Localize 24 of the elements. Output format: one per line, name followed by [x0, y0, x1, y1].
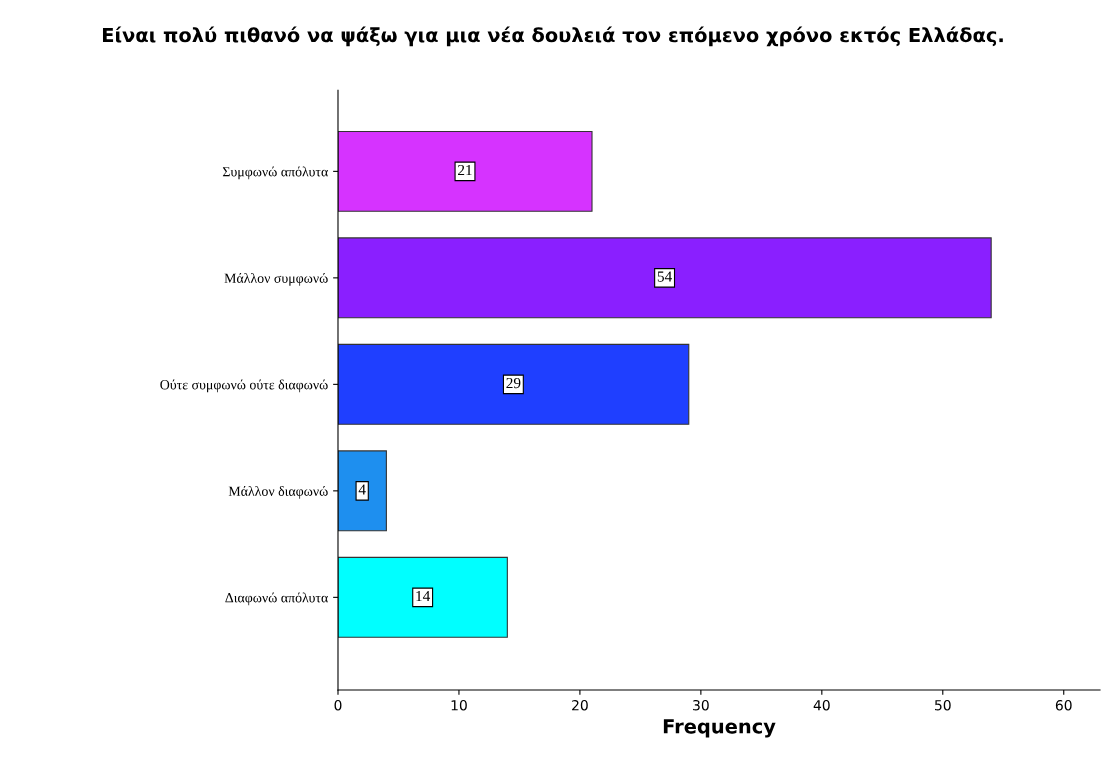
- x-tick-label: 40: [813, 699, 830, 711]
- data-label: 4: [358, 484, 366, 495]
- data-label: 21: [458, 164, 472, 176]
- y-tick-label: Μάλλον συμφωνώ: [224, 272, 328, 286]
- y-tick-label: Διαφωνώ απόλυτα: [225, 592, 328, 606]
- data-label: 29: [506, 377, 521, 389]
- y-tick-label: Συμφωνώ απόλυτα: [222, 166, 328, 180]
- data-label: 14: [416, 590, 431, 602]
- x-tick-label: 10: [451, 699, 467, 711]
- y-tick-label: Μάλλον διαφωνώ: [228, 485, 328, 499]
- x-tick-label: 60: [1055, 699, 1072, 711]
- y-tick-label: Ούτε συμφωνώ ούτε διαφωνώ: [160, 379, 328, 393]
- bar: [337, 556, 508, 638]
- bar: [337, 237, 992, 319]
- x-axis-title: Frequency: [663, 719, 776, 738]
- bar: [337, 450, 387, 532]
- x-tick-label: 30: [693, 699, 709, 711]
- bar: [337, 343, 690, 425]
- x-tick-label: 50: [935, 699, 951, 711]
- bar: [337, 130, 593, 212]
- x-tick-label: 20: [572, 699, 588, 711]
- data-label: 54: [657, 271, 672, 282]
- x-tick-label: 0: [334, 699, 342, 711]
- chart-title: Είναι πολύ πιθανό να ψάξω για μια νέα δουλειά τον επόμενο χρόνο εκτός Ελλάδας.: [102, 26, 1003, 47]
